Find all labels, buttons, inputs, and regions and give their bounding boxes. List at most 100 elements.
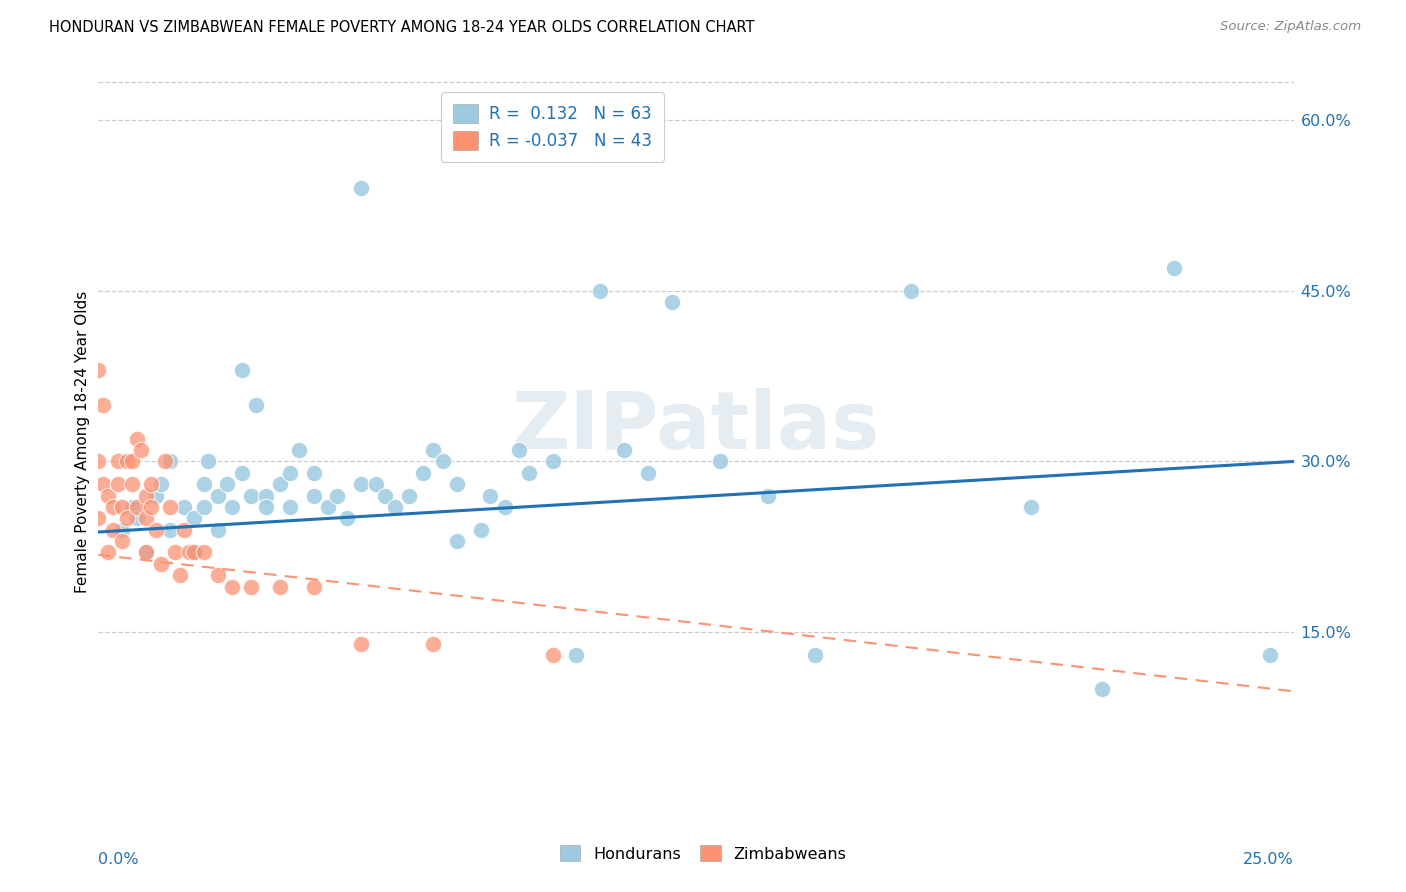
- Zimbabweans: [139, 477, 162, 491]
- Hondurans: [398, 489, 420, 503]
- Zimbabweans: [91, 398, 114, 412]
- Hondurans: [326, 489, 349, 503]
- Zimbabweans: [107, 477, 129, 491]
- Hondurans: [613, 443, 636, 458]
- Legend: Hondurans, Zimbabweans: Hondurans, Zimbabweans: [553, 839, 853, 868]
- Zimbabweans: [97, 489, 120, 503]
- Zimbabweans: [350, 636, 373, 650]
- Hondurans: [541, 454, 564, 468]
- Hondurans: [149, 477, 172, 491]
- Text: HONDURAN VS ZIMBABWEAN FEMALE POVERTY AMONG 18-24 YEAR OLDS CORRELATION CHART: HONDURAN VS ZIMBABWEAN FEMALE POVERTY AM…: [49, 20, 755, 35]
- Zimbabweans: [221, 580, 243, 594]
- Zimbabweans: [149, 557, 172, 571]
- Hondurans: [900, 284, 922, 298]
- Hondurans: [1019, 500, 1042, 514]
- Hondurans: [183, 511, 205, 525]
- Zimbabweans: [240, 580, 263, 594]
- Hondurans: [637, 466, 659, 480]
- Zimbabweans: [179, 545, 201, 559]
- Hondurans: [159, 454, 181, 468]
- Hondurans: [288, 443, 311, 458]
- Zimbabweans: [541, 648, 564, 662]
- Zimbabweans: [101, 523, 124, 537]
- Hondurans: [661, 295, 683, 310]
- Hondurans: [278, 500, 301, 514]
- Hondurans: [384, 500, 406, 514]
- Zimbabweans: [155, 454, 177, 468]
- Hondurans: [374, 489, 396, 503]
- Hondurans: [197, 454, 219, 468]
- Zimbabweans: [422, 636, 444, 650]
- Hondurans: [412, 466, 434, 480]
- Zimbabweans: [135, 489, 157, 503]
- Hondurans: [422, 443, 444, 458]
- Zimbabweans: [207, 568, 229, 582]
- Hondurans: [245, 398, 267, 412]
- Y-axis label: Female Poverty Among 18-24 Year Olds: Female Poverty Among 18-24 Year Olds: [75, 291, 90, 592]
- Legend: R =  0.132   N = 63, R = -0.037   N = 43: R = 0.132 N = 63, R = -0.037 N = 43: [441, 92, 664, 161]
- Hondurans: [231, 466, 253, 480]
- Zimbabweans: [125, 500, 148, 514]
- Zimbabweans: [302, 580, 325, 594]
- Zimbabweans: [173, 523, 195, 537]
- Hondurans: [159, 523, 181, 537]
- Zimbabweans: [107, 454, 129, 468]
- Hondurans: [207, 489, 229, 503]
- Hondurans: [432, 454, 454, 468]
- Hondurans: [446, 477, 468, 491]
- Hondurans: [278, 466, 301, 480]
- Hondurans: [121, 500, 143, 514]
- Zimbabweans: [169, 568, 191, 582]
- Hondurans: [756, 489, 779, 503]
- Hondurans: [183, 545, 205, 559]
- Hondurans: [269, 477, 291, 491]
- Zimbabweans: [87, 363, 110, 377]
- Zimbabweans: [163, 545, 186, 559]
- Hondurans: [173, 500, 195, 514]
- Zimbabweans: [121, 477, 143, 491]
- Text: 25.0%: 25.0%: [1243, 852, 1294, 867]
- Hondurans: [350, 477, 373, 491]
- Text: 0.0%: 0.0%: [98, 852, 139, 867]
- Zimbabweans: [193, 545, 215, 559]
- Zimbabweans: [87, 454, 110, 468]
- Zimbabweans: [159, 500, 181, 514]
- Hondurans: [479, 489, 502, 503]
- Hondurans: [1091, 681, 1114, 696]
- Hondurans: [231, 363, 253, 377]
- Zimbabweans: [115, 454, 138, 468]
- Hondurans: [1258, 648, 1281, 662]
- Hondurans: [207, 523, 229, 537]
- Zimbabweans: [87, 511, 110, 525]
- Hondurans: [135, 545, 157, 559]
- Hondurans: [221, 500, 243, 514]
- Hondurans: [145, 489, 167, 503]
- Hondurans: [517, 466, 540, 480]
- Zimbabweans: [139, 500, 162, 514]
- Hondurans: [336, 511, 359, 525]
- Hondurans: [316, 500, 339, 514]
- Zimbabweans: [121, 454, 143, 468]
- Hondurans: [302, 466, 325, 480]
- Zimbabweans: [91, 477, 114, 491]
- Hondurans: [470, 523, 492, 537]
- Hondurans: [193, 477, 215, 491]
- Hondurans: [1163, 260, 1185, 275]
- Hondurans: [565, 648, 588, 662]
- Zimbabweans: [145, 523, 167, 537]
- Hondurans: [709, 454, 731, 468]
- Zimbabweans: [125, 432, 148, 446]
- Hondurans: [254, 489, 277, 503]
- Zimbabweans: [135, 545, 157, 559]
- Hondurans: [494, 500, 516, 514]
- Hondurans: [589, 284, 612, 298]
- Hondurans: [302, 489, 325, 503]
- Zimbabweans: [101, 500, 124, 514]
- Hondurans: [446, 534, 468, 549]
- Hondurans: [364, 477, 387, 491]
- Hondurans: [193, 500, 215, 514]
- Zimbabweans: [269, 580, 291, 594]
- Zimbabweans: [111, 500, 134, 514]
- Zimbabweans: [131, 443, 153, 458]
- Text: Source: ZipAtlas.com: Source: ZipAtlas.com: [1220, 20, 1361, 33]
